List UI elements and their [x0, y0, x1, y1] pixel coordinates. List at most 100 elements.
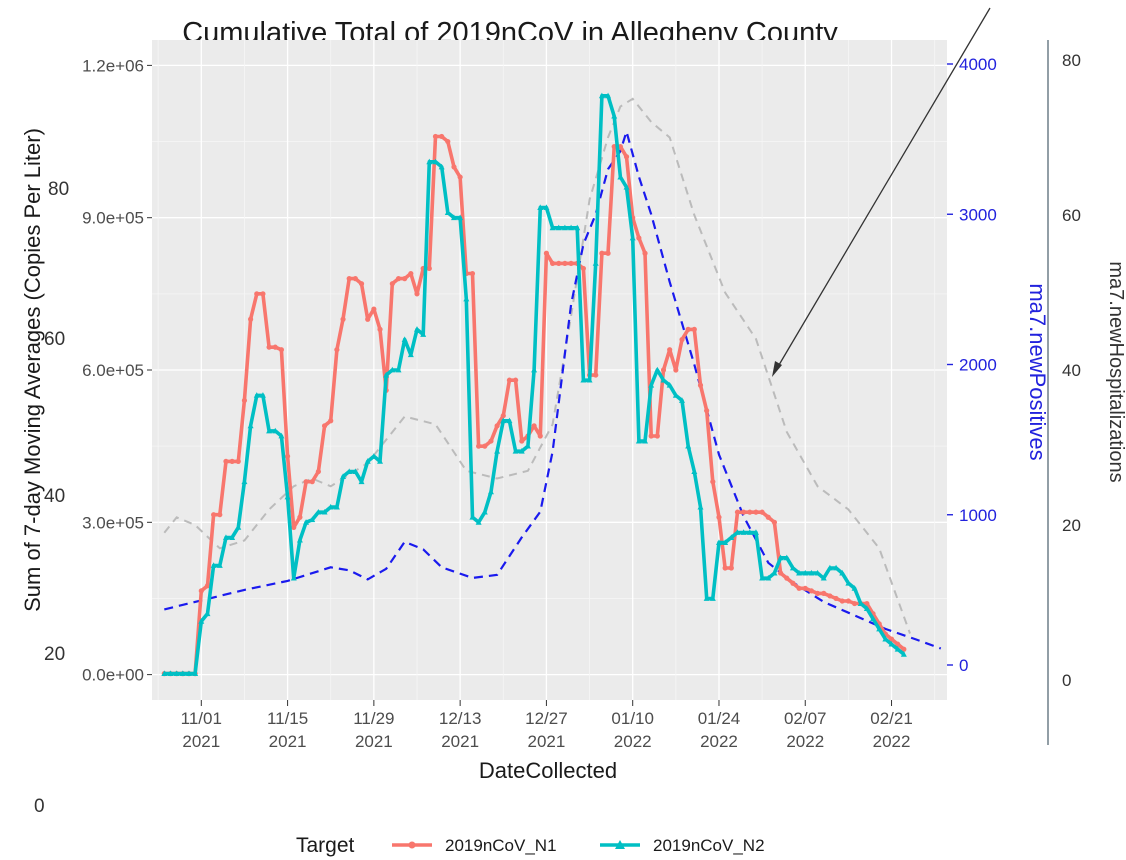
n2-point: [882, 635, 889, 642]
n1-point: [204, 583, 211, 589]
n2-point: [235, 524, 242, 530]
n1-point: [821, 590, 827, 596]
n2-point: [487, 488, 494, 495]
x-tick-label-date: 11/15: [267, 709, 308, 728]
n1-point: [827, 593, 833, 599]
n1-point: [549, 260, 556, 266]
x-tick-label-date: 11/01: [181, 709, 222, 728]
hospitalizations-series: [163, 97, 911, 634]
n1-point: [623, 154, 630, 160]
n1-point: [223, 458, 229, 464]
n1-point: [241, 397, 248, 404]
n1-point: [284, 453, 291, 459]
n2-point: [173, 670, 180, 676]
n2-point: [543, 204, 550, 210]
n1-point: [266, 344, 272, 350]
n1-point: [309, 479, 315, 485]
n1-point: [537, 433, 543, 439]
n1-point: [734, 509, 741, 515]
n2-point: [358, 478, 365, 485]
y-axis-label: Sum of 7-day Moving Averages (Copies Per…: [20, 128, 45, 612]
x-tick-label-date: 12/27: [525, 709, 568, 728]
right-tick-label: 0: [959, 656, 968, 675]
n2-point: [272, 427, 279, 434]
n1-point: [229, 458, 235, 464]
x-tick-label-year: 2021: [441, 732, 479, 751]
far-right-tick-label: 60: [1062, 206, 1081, 225]
x-tick-label-date: 02/21: [870, 709, 913, 728]
n2-point: [740, 529, 747, 535]
x-tick-label-year: 2022: [700, 732, 738, 751]
wastewater-series: [161, 92, 907, 677]
n1-point: [673, 367, 679, 373]
n1-point: [580, 265, 586, 272]
n2-point: [247, 422, 254, 429]
n2-point: [420, 331, 427, 337]
n2-point: [660, 376, 667, 383]
n1-point: [531, 423, 537, 429]
ghost-label: 80: [48, 179, 69, 200]
n2-point: [346, 468, 353, 474]
y3-axis-label: ma7.newHospitalizations: [1105, 261, 1126, 482]
n1-point: [457, 174, 463, 180]
n2-point: [321, 508, 328, 515]
right-axis-ticks: 0 1000 2000 3000 4000: [947, 55, 997, 675]
n2-point: [167, 670, 174, 676]
n1-point: [543, 250, 550, 256]
n2-point: [500, 417, 507, 424]
n2-point: [802, 569, 809, 576]
n1-point: [297, 514, 303, 520]
y2-axis-label: ma7.newPositives: [1025, 283, 1050, 460]
n2-point: [876, 625, 883, 632]
n1-point: [778, 570, 784, 576]
n1-point: [303, 479, 309, 485]
n2-point: [253, 392, 260, 398]
n1-point: [796, 585, 802, 591]
n2-point: [383, 371, 390, 378]
n1-point: [500, 413, 506, 419]
n1-point: [358, 281, 365, 287]
n1-point: [321, 423, 328, 429]
n1-point: [346, 276, 352, 282]
n2-point: [568, 224, 575, 231]
n1-point: [888, 636, 895, 642]
right-tick-label: 4000: [959, 55, 997, 74]
far-right-tick-label: 80: [1062, 51, 1081, 70]
n2-point: [494, 448, 501, 454]
n1-point: [648, 433, 654, 439]
n1-point: [741, 509, 747, 515]
n2-point: [685, 442, 692, 449]
n1-point: [704, 408, 710, 414]
n2-point: [586, 376, 593, 383]
n2-point: [284, 493, 291, 500]
n1-point: [710, 479, 716, 485]
n1-point: [562, 260, 568, 266]
n2-point: [845, 580, 852, 586]
n2-point: [512, 448, 519, 454]
n2-point: [709, 595, 716, 601]
n2-point: [555, 224, 562, 231]
n2-point: [765, 574, 772, 581]
n2-point: [278, 432, 285, 439]
n1-point: [728, 565, 734, 571]
n1-point: [198, 588, 204, 594]
n2-point: [722, 539, 729, 546]
n2-point: [549, 224, 556, 231]
n2-point: [333, 503, 340, 510]
n1-point: [864, 600, 870, 607]
n1-point: [784, 575, 790, 581]
n1-point: [722, 565, 728, 571]
n2-point: [857, 600, 864, 606]
far-right-axis-ticks: 0 20 40 60 80: [1062, 51, 1081, 690]
n1-point: [488, 438, 494, 444]
n1-point: [765, 514, 771, 520]
n2-point: [888, 640, 895, 647]
hospitalizations-line: [163, 97, 911, 634]
n1-point: [426, 265, 432, 272]
n1-point: [519, 438, 525, 444]
x-tick-label-year: 2022: [873, 732, 911, 751]
legend-key-n1: [392, 841, 432, 849]
n2-point: [611, 112, 618, 119]
x-tick-label-date: 02/07: [784, 709, 827, 728]
